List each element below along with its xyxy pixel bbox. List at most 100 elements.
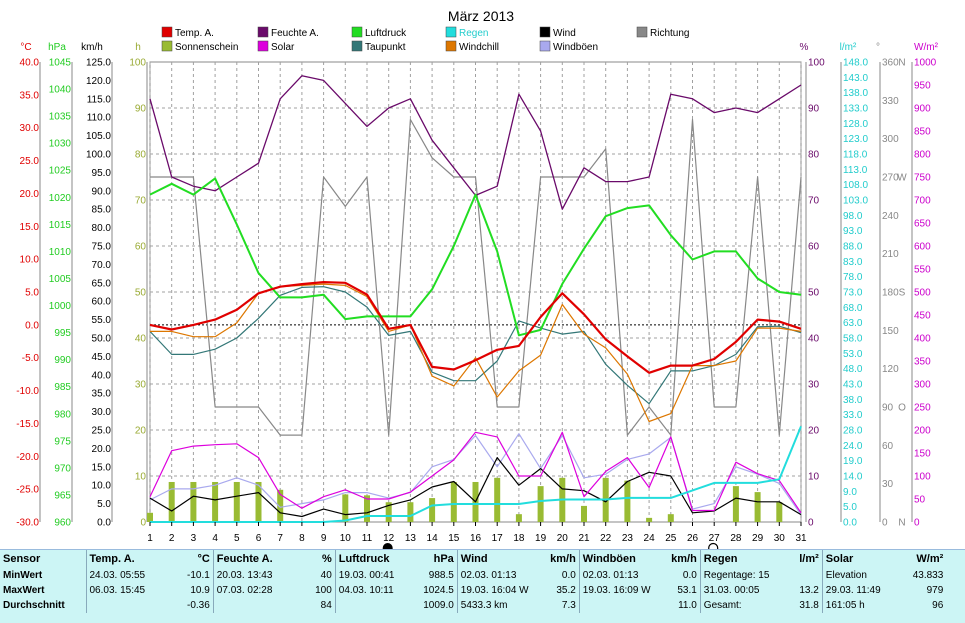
series-line-press [149,177,802,337]
stats-time: 02.03. 01:13 [578,568,664,583]
stats-unit-gust: km/h [671,552,697,565]
series-line-temp [149,286,802,405]
legend-swatch-rain [445,26,457,38]
compass-label-west: W [897,173,907,184]
legend-label-press: Luftdruck [365,28,407,39]
stats-header-gust: Windböen [578,550,664,568]
solar-tick-label: 550 [914,265,931,276]
solar-tick-label: 0 [914,518,920,529]
press-tick-label: 1020 [49,193,72,204]
stats-value: 53.1 [677,585,697,596]
stats-label-max: MaxWert [3,585,45,596]
hum-tick-label: 10 [808,472,820,483]
solar-tick-label: 950 [914,81,931,92]
temp-tick-label: 35.0 [20,90,40,101]
wind-tick-label: 30.0 [92,407,112,418]
press-tick-label: 990 [54,355,71,366]
stats-unit-solar: W/m² [916,552,944,565]
axis-unit-rain: l/m² [840,42,857,53]
sunshine-bar [646,517,653,522]
x-tick-label: 20 [557,533,569,544]
stats-header-pressure: Luftdruck [334,550,420,568]
stats-time: 19.03. 16:09 W [578,583,664,598]
solar-tick-label: 1000 [914,58,937,69]
sunshine-bar [190,481,197,522]
temp-tick-label: -10.0 [16,386,39,397]
sunshine-bar [581,505,587,522]
stats-time [85,598,184,613]
legend-label-wind: Wind [553,28,576,39]
stats-value: 11.0 [678,600,697,611]
wind-tick-label: 65.0 [92,278,112,289]
axis-unit-sun: h [135,42,141,53]
stats-time [212,598,298,613]
wind-tick-label: 110.0 [87,113,112,124]
hum-tick-label: 30 [808,380,820,391]
temp-tick-label: 25.0 [20,156,40,167]
solar-tick-label: 400 [914,334,931,345]
sunshine-bar [754,492,761,522]
compass-label-north: N [898,58,905,69]
stats-time: 29.03. 11:49 [821,583,907,598]
axis-unit-dir: ° [876,42,880,53]
stats-value: 10.9 [190,585,210,596]
stats-time: 5433.3 km [456,598,542,613]
wind-tick-label: 80.0 [92,223,112,234]
series-line-wind [149,457,802,518]
solar-tick-label: 750 [914,173,931,184]
stats-value: 988.5 [428,570,454,581]
rain-tick-label: 88.0 [843,242,863,253]
axis-unit-solar: W/m² [914,42,939,53]
press-tick-label: 1045 [49,58,72,69]
solar-tick-label: 450 [914,311,931,322]
dir-tick-label: 270 [882,173,899,184]
x-axis-ticks: 1 2 3 4 5 6 7 8 9 10 11 12 13 14 15 16 17 18 19 20 21 22 23 24 2… [147,522,807,544]
series-line-solar [149,431,802,514]
wind-tick-label: 10.0 [92,481,112,492]
x-tick-label: 6 [256,533,262,544]
x-tick-label: 4 [212,533,218,544]
stats-time: 20.03. 13:43 [212,568,298,583]
wind-tick-label: 60.0 [92,297,112,308]
x-tick-label: 8 [299,533,305,544]
stats-time: Gesamt: [699,598,785,613]
sunshine-bar [147,512,153,522]
stats-value: 100 [315,585,332,596]
solar-tick-label: 850 [914,127,931,138]
stats-label-min: MinWert [3,570,43,581]
press-tick-label: 965 [54,490,71,501]
wind-tick-label: 20.0 [92,444,112,455]
dir-tick-label: 360 [882,58,899,69]
rain-tick-label: 63.0 [843,318,863,329]
dir-tick-label: 330 [882,96,899,107]
sunshine-bar [407,502,414,522]
stats-header-solar: Solar [821,550,907,568]
rain-tick-label: 43.0 [843,380,863,391]
rain-tick-label: 14.0 [843,472,863,483]
sunshine-bar [168,481,175,522]
stats-time: 31.03. 00:05 [699,583,785,598]
rain-tick-label: 143.0 [843,73,868,84]
legend-label-rain: Regen [459,28,488,39]
press-tick-label: 1015 [49,220,72,231]
stats-value: 35.2 [556,585,576,596]
press-tick-label: 970 [54,463,71,474]
stats-value: 979 [926,585,944,596]
temp-tick-label: -25.0 [16,485,39,496]
stats-value: -0.36 [187,600,210,611]
stats-header-humidity: Feuchte A. [212,550,298,568]
rain-tick-label: 24.0 [843,441,863,452]
wind-tick-label: 55.0 [92,315,112,326]
wind-tick-label: 5.0 [97,499,111,510]
weather-chart: März 2013 Temp. A. Feuchte A. Luftdruck Reg… [16,8,939,549]
x-tick-label: 29 [752,533,764,544]
x-tick-label: 9 [321,533,327,544]
dir-tick-label: 120 [882,364,899,375]
wind-tick-label: 120.0 [86,76,111,87]
press-tick-label: 1040 [49,85,72,96]
x-tick-label: 14 [427,533,439,544]
stats-value: 0.0 [561,570,576,581]
sunshine-bar [515,514,522,522]
solar-tick-label: 150 [914,449,931,460]
compass-label-south: S [899,288,906,299]
